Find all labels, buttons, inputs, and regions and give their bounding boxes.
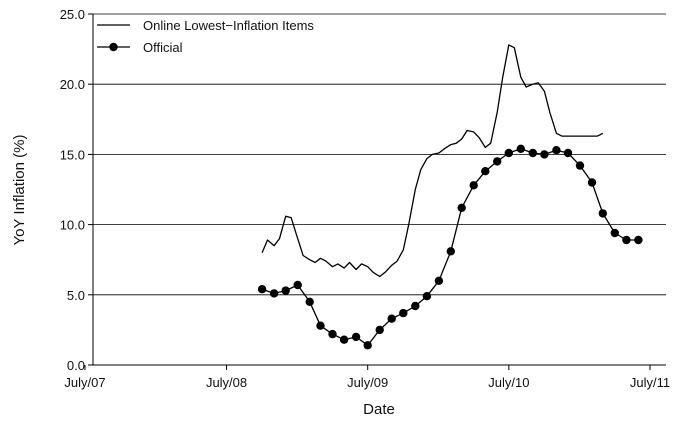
x-tick-label: July/08 <box>206 375 247 390</box>
axes <box>92 14 666 366</box>
data-point-official <box>516 144 525 153</box>
y-axis-title: YoY Inflation (%) <box>11 135 28 246</box>
y-tick-label: 10.0 <box>60 218 85 233</box>
data-point-official <box>387 314 396 323</box>
data-point-official <box>528 148 537 158</box>
data-point-official <box>375 325 384 335</box>
series-line-online <box>261 44 604 278</box>
data-point-official <box>457 203 466 212</box>
x-tick-label: July/11 <box>630 375 670 390</box>
data-point-official <box>610 228 619 238</box>
data-point-official <box>316 321 325 330</box>
data-point-official <box>351 332 361 342</box>
y-tick-label: 20.0 <box>60 77 85 92</box>
series <box>257 44 643 350</box>
data-point-official <box>563 148 573 158</box>
legend-label-official: Official <box>143 40 183 55</box>
data-point-official <box>575 161 585 170</box>
y-ticks: 0.0 5.0 10.0 15.0 20.0 25.0 <box>60 7 93 373</box>
legend: Online Lowest−Inflation Items Official <box>97 18 314 55</box>
data-point-official <box>446 247 455 256</box>
series-line-official <box>261 148 639 346</box>
y-tick-label: 25.0 <box>60 7 85 22</box>
data-point-official <box>328 329 337 339</box>
data-point-official <box>399 308 408 318</box>
data-point-official <box>257 285 267 294</box>
data-point-official <box>269 289 279 298</box>
data-point-official <box>587 178 597 187</box>
y-tick-label: 15.0 <box>60 147 85 162</box>
data-point-official <box>469 181 478 190</box>
legend-label-online: Online Lowest−Inflation Items <box>143 18 314 33</box>
x-ticks: July/07 July/08 July/09 July/10 July/11 <box>64 365 670 390</box>
data-point-official <box>363 341 372 350</box>
data-point-official <box>634 235 643 245</box>
x-axis-title: Date <box>363 401 395 418</box>
gridlines <box>93 13 666 296</box>
y-tick-label: 5.0 <box>67 288 85 303</box>
data-point-official <box>598 209 607 218</box>
data-point-official <box>504 148 513 158</box>
x-tick-label: July/07 <box>64 375 105 390</box>
legend-marker-official <box>109 42 118 52</box>
data-point-official <box>481 167 490 176</box>
y-tick-label: 0.0 <box>67 358 85 373</box>
x-tick-label: July/09 <box>347 375 388 390</box>
data-point-official <box>411 301 420 311</box>
data-point-official <box>293 280 302 290</box>
data-point-official <box>339 335 349 344</box>
x-tick-label: July/10 <box>488 375 529 390</box>
data-point-official <box>422 292 432 301</box>
data-point-official <box>552 146 561 155</box>
data-point-official <box>305 297 314 306</box>
data-point-official <box>622 235 631 245</box>
data-point-official <box>540 150 549 159</box>
data-point-official <box>281 286 290 295</box>
data-point-official <box>493 157 502 166</box>
data-point-official <box>434 276 444 285</box>
